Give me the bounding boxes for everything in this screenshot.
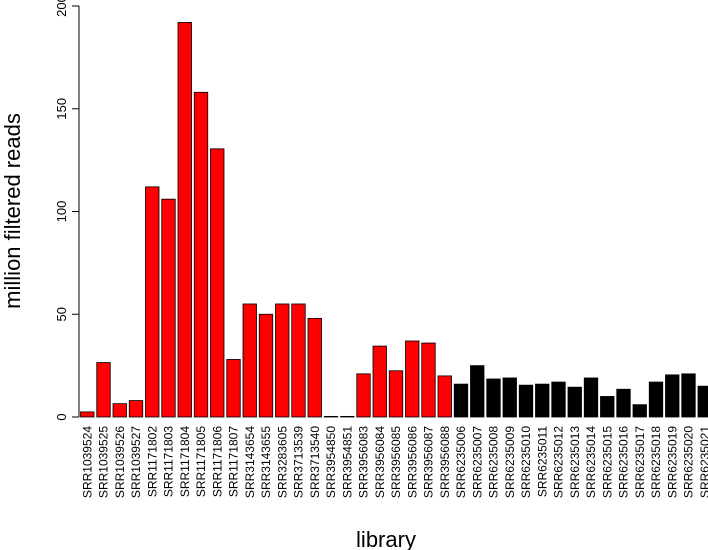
x-tick-label: SRR1171802	[145, 426, 159, 497]
bar-SRR1171804	[177, 22, 192, 418]
x-tick-label: SRR3956087	[422, 426, 436, 498]
bar-SRR1171807	[226, 359, 241, 418]
y-axis-title: million filtered reads	[0, 113, 25, 309]
x-tick-label: SRR3713540	[308, 426, 322, 498]
x-tick-label: SRR3956084	[373, 426, 387, 498]
bar-SRR3143655	[258, 313, 274, 418]
x-tick-label: SRR6235006	[454, 426, 468, 498]
x-tick-label: SRR6235010	[519, 426, 533, 498]
y-tick-label: 0	[54, 413, 69, 420]
bar-SRR6235009	[502, 377, 517, 418]
x-tick-label: SRR1039527	[129, 426, 143, 498]
y-tick-label: 100	[54, 201, 69, 223]
x-tick-label: SRR6235015	[600, 426, 614, 498]
x-tick-label: SRR6235012	[552, 426, 566, 498]
bar-SRR6235019	[665, 374, 680, 418]
x-tick-label: SRR3143655	[259, 426, 273, 498]
bar-SRR1171806	[210, 148, 225, 418]
x-tick-label: SRR3956086	[405, 426, 419, 498]
x-tick-label: SRR3143654	[243, 426, 257, 498]
x-tick-label: SRR3954851	[340, 426, 354, 498]
y-tick-label: 50	[54, 307, 69, 321]
bar-SRR1039526	[112, 403, 127, 418]
x-tick-label: SRR6235018	[649, 426, 663, 498]
bar-SRR1039524	[80, 411, 95, 418]
x-tick-label: SRR1039526	[113, 426, 127, 498]
bar-SRR6235016	[616, 388, 631, 418]
bar-SRR1171803	[161, 198, 176, 418]
bar-SRR3956085	[388, 370, 404, 418]
x-tick-label: SRR6235019	[665, 426, 679, 498]
x-axis-title: library	[356, 527, 416, 550]
x-tick-label: SRR1171807	[227, 426, 241, 497]
x-tick-label: SRR1171803	[162, 426, 176, 497]
bar-SRR6235015	[600, 396, 615, 418]
bar-SRR3283605	[275, 303, 290, 418]
y-tick-label: 200	[54, 0, 69, 17]
x-tick-label: SRR6235021	[698, 426, 708, 498]
bar-SRR6235011	[535, 383, 550, 418]
bar-SRR3956088	[437, 375, 452, 418]
x-tick-label: SRR6235016	[617, 426, 631, 498]
bar-SRR3956086	[405, 340, 420, 418]
bar-SRR6235012	[551, 381, 566, 418]
x-tick-label: SRR3956088	[438, 426, 452, 498]
x-tick-label: SRR3283605	[275, 426, 289, 498]
y-axis: 0 50 100 150 200	[54, 0, 80, 421]
y-tick-label: 150	[54, 98, 69, 120]
x-tick-label: SRR1039525	[97, 426, 111, 498]
x-tick-label: SRR6235020	[682, 426, 696, 498]
x-tick-label: SRR1039524	[80, 426, 94, 498]
bar-SRR3956083	[356, 373, 371, 418]
bar-SRR3713540	[307, 317, 322, 418]
bar-SRR3954850	[323, 415, 339, 418]
x-axis-labels: SRR1039524 SRR1039525 SRR1039526 SRR1039527…	[80, 426, 708, 498]
bar-SRR6235017	[632, 404, 647, 418]
x-tick-label: SRR1171804	[178, 426, 192, 497]
x-tick-label: SRR3954850	[324, 426, 338, 498]
bar-SRR3143654	[242, 303, 257, 418]
bar-SRR3956087	[421, 342, 436, 418]
bar-SRR6235021	[697, 385, 708, 418]
bar-SRR6235020	[681, 373, 696, 418]
bar-SRR6235008	[486, 378, 501, 418]
x-tick-label: SRR3713539	[292, 426, 306, 498]
bar-SRR1171802	[145, 186, 160, 418]
x-tick-label: SRR1171806	[210, 426, 224, 497]
bar-SRR6235010	[518, 384, 534, 418]
bar-SRR1039525	[96, 362, 111, 418]
x-tick-label: SRR6235014	[584, 426, 598, 498]
x-tick-label: SRR6235017	[633, 426, 647, 498]
x-tick-label: SRR6235008	[487, 426, 501, 498]
x-tick-label: SRR3956083	[357, 426, 371, 498]
bar-SRR6235007	[470, 365, 485, 418]
x-tick-label: SRR1171805	[194, 426, 208, 497]
x-tick-label: SRR6235011	[535, 426, 549, 497]
bar-SRR6235013	[567, 386, 582, 418]
x-tick-label: SRR6235009	[503, 426, 517, 498]
x-tick-label: SRR6235007	[470, 426, 484, 498]
bar-SRR6235018	[648, 381, 664, 418]
bar-SRR6235014	[583, 377, 599, 418]
bar-SRR3956084	[372, 345, 387, 418]
bars	[80, 22, 708, 418]
bar-SRR1039527	[128, 400, 144, 418]
bar-SRR3954851	[340, 415, 355, 418]
x-tick-label: SRR3956085	[389, 426, 403, 498]
bar-SRR6235006	[453, 383, 469, 418]
bar-SRR3713539	[291, 303, 306, 418]
bar-SRR1171805	[193, 91, 209, 418]
x-tick-label: SRR6235013	[568, 426, 582, 498]
